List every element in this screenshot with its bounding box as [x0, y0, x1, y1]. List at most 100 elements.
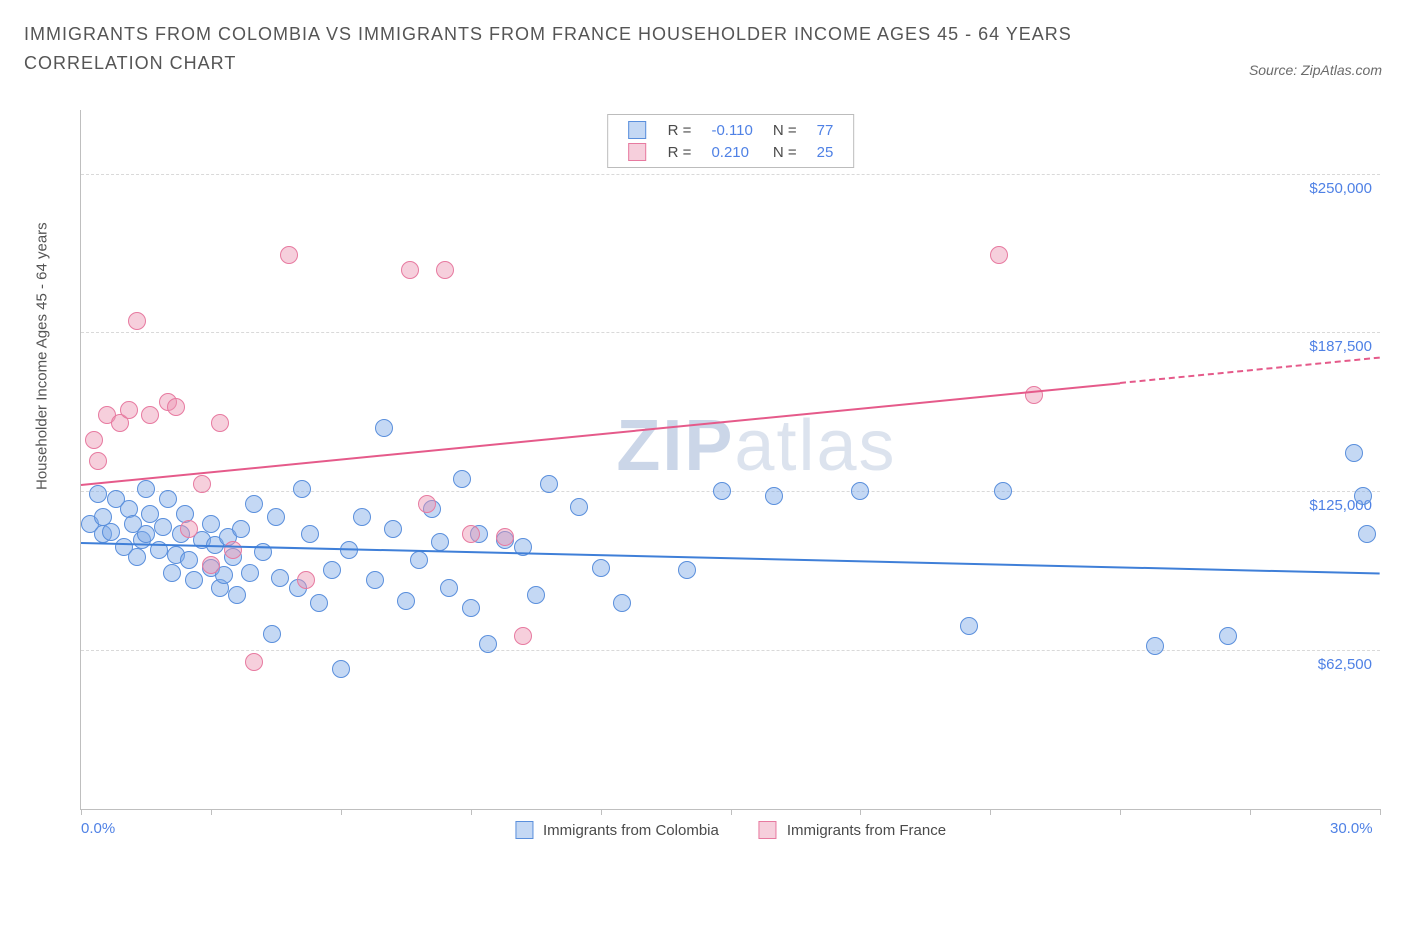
data-point-colombia	[202, 515, 220, 533]
data-point-france	[496, 528, 514, 546]
data-point-colombia	[570, 498, 588, 516]
data-point-colombia	[994, 482, 1012, 500]
data-point-colombia	[232, 520, 250, 538]
data-point-france	[89, 452, 107, 470]
data-point-colombia	[271, 569, 289, 587]
gridline	[81, 650, 1380, 651]
y-tick-label: $62,500	[1318, 656, 1372, 673]
legend-stats: R = -0.110 N = 77 R = 0.210 N = 25	[607, 114, 855, 168]
data-point-colombia	[713, 482, 731, 500]
data-point-colombia	[332, 660, 350, 678]
y-axis-title: Householder Income Ages 45 - 64 years	[34, 222, 51, 490]
data-point-colombia	[263, 625, 281, 643]
data-point-france	[224, 541, 242, 559]
swatch-colombia	[515, 821, 533, 839]
chart-title: IMMIGRANTS FROM COLOMBIA VS IMMIGRANTS F…	[24, 20, 1124, 78]
data-point-colombia	[527, 586, 545, 604]
trend-line-dash	[1120, 357, 1380, 384]
r-value-colombia: -0.110	[701, 119, 762, 141]
x-tick	[1380, 809, 1381, 815]
data-point-colombia	[323, 561, 341, 579]
data-point-france	[990, 246, 1008, 264]
data-point-france	[141, 406, 159, 424]
data-point-colombia	[540, 475, 558, 493]
x-tick	[860, 809, 861, 815]
x-tick-label: 30.0%	[1330, 820, 1373, 837]
data-point-france	[245, 653, 263, 671]
data-point-colombia	[1146, 637, 1164, 655]
data-point-colombia	[678, 561, 696, 579]
x-tick	[471, 809, 472, 815]
data-point-france	[436, 261, 454, 279]
scatter-plot: ZIPatlas R = -0.110 N = 77 R = 0.210 N =…	[80, 110, 1380, 810]
data-point-france	[193, 475, 211, 493]
data-point-colombia	[431, 533, 449, 551]
gridline	[81, 174, 1380, 175]
data-point-colombia	[185, 571, 203, 589]
swatch-colombia	[628, 121, 646, 139]
data-point-france	[401, 261, 419, 279]
data-point-france	[128, 312, 146, 330]
r-value-france: 0.210	[701, 141, 762, 163]
data-point-colombia	[440, 579, 458, 597]
data-point-colombia	[1354, 487, 1372, 505]
legend-series: Immigrants from Colombia Immigrants from…	[515, 821, 946, 839]
data-point-france	[297, 571, 315, 589]
data-point-colombia	[228, 586, 246, 604]
data-point-colombia	[479, 635, 497, 653]
x-tick	[990, 809, 991, 815]
data-point-colombia	[1219, 627, 1237, 645]
data-point-colombia	[245, 495, 263, 513]
watermark-bold: ZIP	[616, 406, 734, 486]
data-point-colombia	[960, 617, 978, 635]
data-point-colombia	[851, 482, 869, 500]
data-point-colombia	[1358, 525, 1376, 543]
n-label: N =	[763, 119, 807, 141]
data-point-colombia	[293, 480, 311, 498]
x-tick	[341, 809, 342, 815]
data-point-france	[202, 556, 220, 574]
y-tick-label: $187,500	[1309, 338, 1372, 355]
data-point-colombia	[613, 594, 631, 612]
data-point-france	[180, 520, 198, 538]
data-point-colombia	[137, 525, 155, 543]
trend-line	[81, 382, 1120, 486]
data-point-colombia	[241, 564, 259, 582]
data-point-france	[462, 525, 480, 543]
data-point-colombia	[592, 559, 610, 577]
swatch-france	[628, 143, 646, 161]
data-point-france	[418, 495, 436, 513]
data-point-colombia	[375, 419, 393, 437]
data-point-colombia	[384, 520, 402, 538]
data-point-colombia	[366, 571, 384, 589]
n-value-colombia: 77	[807, 119, 844, 141]
data-point-colombia	[154, 518, 172, 536]
x-tick	[601, 809, 602, 815]
data-point-colombia	[397, 592, 415, 610]
legend-item-colombia: Immigrants from Colombia	[515, 821, 719, 839]
data-point-colombia	[267, 508, 285, 526]
x-tick-label: 0.0%	[81, 820, 115, 837]
data-point-colombia	[462, 599, 480, 617]
r-label: R =	[658, 119, 702, 141]
chart-area: Householder Income Ages 45 - 64 years ZI…	[50, 110, 1380, 870]
legend-row-france: R = 0.210 N = 25	[618, 141, 844, 163]
data-point-colombia	[89, 485, 107, 503]
n-value-france: 25	[807, 141, 844, 163]
r-label: R =	[658, 141, 702, 163]
legend-label-colombia: Immigrants from Colombia	[543, 822, 719, 839]
data-point-france	[211, 414, 229, 432]
data-point-colombia	[353, 508, 371, 526]
data-point-colombia	[310, 594, 328, 612]
legend-row-colombia: R = -0.110 N = 77	[618, 119, 844, 141]
data-point-france	[85, 431, 103, 449]
data-point-colombia	[128, 548, 146, 566]
data-point-france	[1025, 386, 1043, 404]
data-point-colombia	[410, 551, 428, 569]
data-point-colombia	[1345, 444, 1363, 462]
data-point-colombia	[765, 487, 783, 505]
data-point-france	[120, 401, 138, 419]
data-point-colombia	[453, 470, 471, 488]
data-point-colombia	[102, 523, 120, 541]
x-tick	[731, 809, 732, 815]
